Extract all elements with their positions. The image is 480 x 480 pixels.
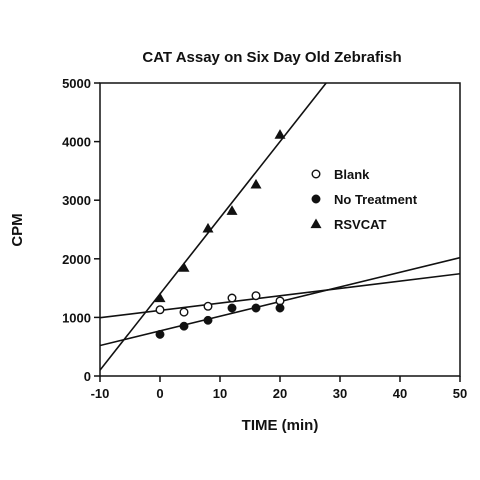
y-tick-label: 4000: [62, 135, 91, 150]
legend-marker: [311, 169, 321, 179]
data-point: [275, 303, 285, 313]
legend-label: RSVCAT: [334, 217, 387, 232]
y-tick-label: 2000: [62, 252, 91, 267]
data-point: [202, 222, 214, 233]
legend-marker: [310, 218, 322, 229]
data-point: [203, 315, 213, 325]
y-tick-label: 5000: [62, 76, 91, 91]
data-point: [179, 307, 189, 317]
x-axis: -10 0 10 20 30 40 50: [91, 376, 467, 401]
y-tick-label: 1000: [62, 310, 91, 325]
legend-marker: [311, 194, 321, 204]
data-point: [155, 329, 165, 339]
legend-label: Blank: [334, 167, 370, 182]
data-point: [178, 262, 190, 272]
data-point: [226, 205, 238, 215]
data-point: [154, 292, 166, 303]
x-tick-label: 30: [333, 386, 347, 401]
chart-title: CAT Assay on Six Day Old Zebrafish: [142, 49, 401, 66]
legend: Blank No Treatment RSVCAT: [310, 167, 418, 232]
x-tick-label: 50: [453, 386, 467, 401]
x-tick-label: 40: [393, 386, 407, 401]
y-axis: 0 1000 2000 3000 4000 5000: [62, 76, 100, 384]
legend-label: No Treatment: [334, 192, 418, 207]
data-point: [227, 293, 237, 303]
data-point: [274, 129, 286, 139]
y-tick-label: 0: [84, 369, 91, 384]
data-point: [203, 301, 213, 311]
data-point: [179, 321, 189, 331]
x-tick-label: 20: [273, 386, 287, 401]
y-tick-label: 3000: [62, 193, 91, 208]
x-tick-label: 10: [213, 386, 227, 401]
data-point: [155, 305, 165, 315]
data-point: [227, 303, 237, 313]
data-point: [251, 291, 261, 301]
data-points: [154, 129, 286, 339]
x-tick-label: 0: [156, 386, 163, 401]
data-point: [250, 178, 262, 189]
data-point: [251, 303, 261, 313]
x-tick-label: -10: [91, 386, 110, 401]
x-axis-label: TIME (min): [242, 417, 319, 434]
y-axis-label: CPM: [9, 213, 26, 246]
